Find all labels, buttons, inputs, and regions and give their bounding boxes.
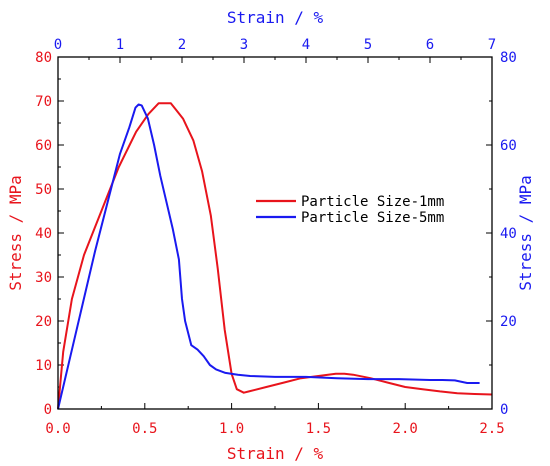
- y-axis-title-left: Stress / MPa: [6, 175, 25, 291]
- tick-label-right: 0: [500, 402, 508, 418]
- tick-label-bottom: 1.5: [306, 421, 331, 437]
- tick-label-top: 3: [240, 37, 248, 53]
- legend-label-1mm: Particle Size-1mm: [301, 194, 444, 210]
- tick-label-left: 60: [35, 138, 52, 154]
- tick-label-top: 4: [302, 37, 310, 53]
- tick-label-right: 60: [500, 138, 517, 154]
- tick-label-right: 40: [500, 226, 517, 242]
- tick-label-left: 80: [35, 50, 52, 66]
- tick-label-top: 0: [54, 37, 62, 53]
- tick-label-right: 80: [500, 50, 517, 66]
- tick-label-bottom: 0.5: [132, 421, 157, 437]
- tick-label-bottom: 2.5: [479, 421, 504, 437]
- ticks-layer: 0.0 0.5 1.0 1.5 2.0 2.50 1 2 3 4 5 6 701020304050607…: [35, 37, 517, 437]
- tick-label-left: 50: [35, 182, 52, 198]
- tick-label-top: 1: [116, 37, 124, 53]
- tick-label-left: 20: [35, 314, 52, 330]
- tick-label-top: 2: [178, 37, 186, 53]
- tick-label-left: 10: [35, 358, 52, 374]
- tick-label-bottom: 1.0: [219, 421, 244, 437]
- legend-label-5mm: Particle Size-5mm: [301, 210, 444, 226]
- y-axis-title-right: Stress / MPa: [516, 175, 535, 291]
- tick-label-top: 5: [364, 37, 372, 53]
- tick-label-left: 40: [35, 226, 52, 242]
- tick-label-right: 20: [500, 314, 517, 330]
- x-axis-title-bottom: Strain / %: [227, 444, 324, 463]
- legend: Particle Size-1mm Particle Size-5mm: [256, 194, 444, 226]
- tick-label-top: 7: [488, 37, 496, 53]
- series-line-0: [57, 102, 493, 410]
- series-line-1: [57, 103, 480, 410]
- x-axis-title-top: Strain / %: [227, 8, 324, 27]
- tick-label-left: 70: [35, 94, 52, 110]
- tick-label-left: 30: [35, 270, 52, 286]
- tick-label-top: 6: [426, 37, 434, 53]
- tick-label-bottom: 2.0: [393, 421, 418, 437]
- series-layer: [57, 102, 493, 410]
- plot-frame: [57, 56, 493, 410]
- tick-label-left: 0: [44, 402, 52, 418]
- tick-label-bottom: 0.0: [45, 421, 70, 437]
